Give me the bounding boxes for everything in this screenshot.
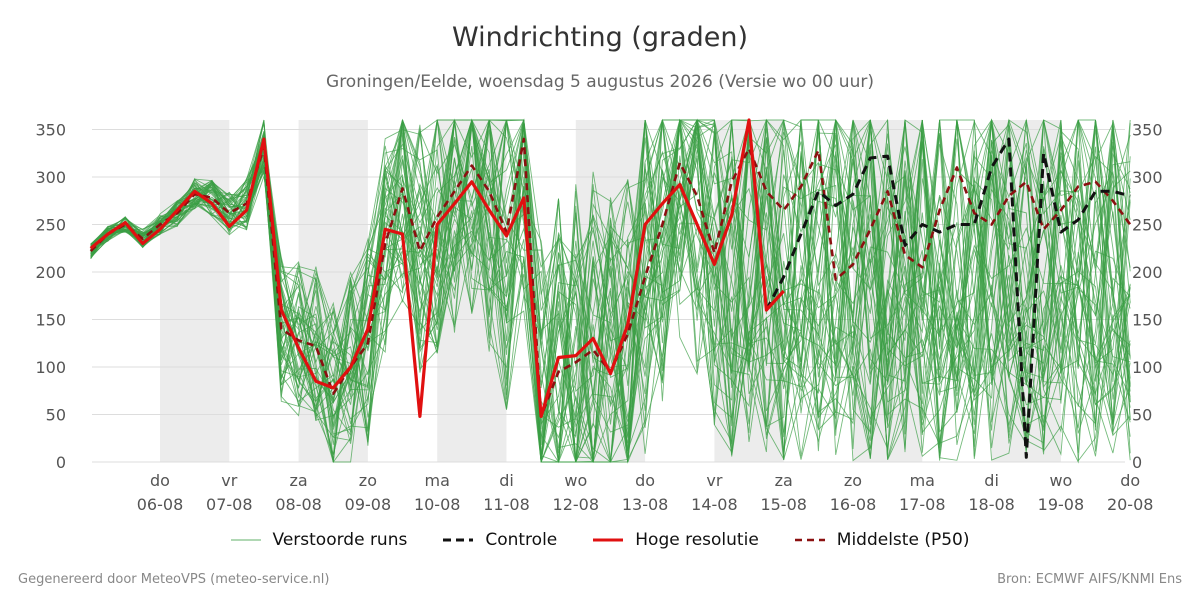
x-tick-label-day: wo	[1049, 471, 1072, 490]
y-tick-label-left: 350	[35, 121, 66, 140]
x-tick-label-date: 19-08	[1038, 495, 1085, 514]
x-tick-label-date: 07-08	[206, 495, 253, 514]
chart-subtitle: Groningen/Eelde, woensdag 5 augustus 202…	[326, 72, 874, 92]
x-tick-label-date: 10-08	[414, 495, 461, 514]
x-tick-label-date: 17-08	[899, 495, 946, 514]
x-tick-label-day: za	[775, 471, 793, 490]
x-tick-label-day: zo	[844, 471, 862, 490]
x-tick-label-day: do	[635, 471, 655, 490]
legend-label-hires: Hoge resolutie	[635, 530, 759, 550]
y-tick-label-right: 50	[1132, 406, 1152, 425]
legend-item-hires: Hoge resolutie	[593, 530, 759, 550]
x-tick-label-day: ma	[910, 471, 935, 490]
legend-swatch-median	[794, 538, 825, 542]
x-tick-label-day: wo	[564, 471, 587, 490]
x-tick-label-day: zo	[359, 471, 377, 490]
x-tick-label-day: vr	[221, 471, 237, 490]
legend-item-control: Controle	[443, 530, 557, 550]
legend-label-median: Middelste (P50)	[836, 530, 970, 550]
ensemble-line	[90, 119, 1131, 464]
footer-source: Bron: ECMWF AIFS/KNMI Ens	[997, 572, 1182, 587]
legend-swatch-control	[443, 538, 474, 542]
x-tick-label-date: 08-08	[275, 495, 322, 514]
y-tick-label-left: 150	[35, 311, 66, 330]
x-tick-label-date: 13-08	[622, 495, 669, 514]
x-tick-label-date: 12-08	[553, 495, 600, 514]
y-tick-label-right: 350	[1132, 121, 1163, 140]
y-tick-label-right: 200	[1132, 263, 1163, 282]
y-tick-label-left: 50	[46, 406, 66, 425]
x-tick-label-date: 06-08	[137, 495, 184, 514]
chart-legend: Verstoorde runs Controle Hoge resolutie …	[0, 530, 1200, 550]
footer-generator: Gegenereerd door MeteoVPS (meteo-service…	[18, 572, 330, 587]
x-tick-label-date: 18-08	[968, 495, 1015, 514]
y-tick-label-right: 0	[1132, 453, 1142, 472]
series-line-solid-thick	[89, 118, 785, 418]
x-tick-label-date: 14-08	[691, 495, 738, 514]
x-tick-label-day: do	[150, 471, 170, 490]
x-tick-label-day: ma	[425, 471, 450, 490]
y-tick-label-left: 250	[35, 216, 66, 235]
y-tick-label-left: 300	[35, 168, 66, 187]
x-tick-label-day: di	[499, 471, 514, 490]
y-tick-label-left: 200	[35, 263, 66, 282]
legend-item-ensemble: Verstoorde runs	[230, 530, 408, 550]
ensemble-line	[90, 119, 1131, 463]
legend-label-ensemble: Verstoorde runs	[272, 530, 408, 550]
y-tick-label-left: 0	[56, 453, 66, 472]
y-tick-label-right: 250	[1132, 216, 1163, 235]
x-tick-label-date: 16-08	[830, 495, 877, 514]
x-tick-label-day: do	[1120, 471, 1140, 490]
y-tick-label-left: 100	[35, 358, 66, 377]
legend-label-control: Controle	[485, 530, 558, 550]
legend-item-median: Middelste (P50)	[794, 530, 970, 550]
x-tick-label-day: di	[984, 471, 999, 490]
x-tick-label-day: za	[289, 471, 307, 490]
x-tick-label-date: 20-08	[1107, 495, 1154, 514]
x-tick-label-date: 11-08	[483, 495, 530, 514]
chart-title: Windrichting (graden)	[451, 22, 749, 53]
series-line-dashed-black	[765, 137, 1131, 459]
y-tick-label-right: 300	[1132, 168, 1163, 187]
x-tick-label-day: vr	[706, 471, 722, 490]
x-tick-label-date: 09-08	[345, 495, 392, 514]
y-tick-label-right: 150	[1132, 311, 1163, 330]
shaded-period	[160, 120, 230, 462]
legend-swatch-hires	[593, 538, 624, 542]
x-tick-label-date: 15-08	[760, 495, 807, 514]
y-tick-label-right: 100	[1132, 358, 1163, 377]
legend-swatch-ensemble	[230, 539, 261, 541]
ensemble-line	[90, 119, 1131, 463]
ensemble-line	[90, 118, 1131, 463]
